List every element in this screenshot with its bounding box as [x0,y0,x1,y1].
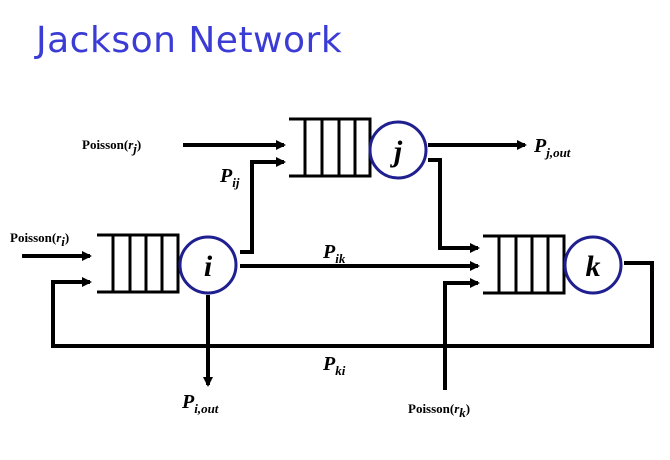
queue-k [483,234,566,295]
route-arrow-i-to-j [240,157,286,254]
slide-title: Jackson Network [36,20,343,61]
route-label-piout: Pi,out [181,391,219,416]
queue-i [97,233,180,294]
node-label-i: i [204,250,213,283]
server-i [178,235,238,295]
route-arrow-j-to-k [428,158,480,253]
server-k [563,235,623,295]
route-label-pki: Pki [322,353,346,378]
route-label-pjout: Pj,out [533,135,571,160]
server-j [368,120,428,180]
queue-j [289,117,372,178]
node-label-j: j [390,135,403,168]
arrival-arrow-k [443,278,480,390]
route-label-pij: Pij [219,165,240,190]
route-arrow-k-to-i [51,261,654,348]
source-label-ri: Poisson(ri) [10,230,69,249]
source-label-rk: Poisson(rk) [408,401,470,420]
node-label-k: k [586,250,601,283]
source-label-rj: Poisson(rj) [82,137,141,156]
route-label-pik: Pik [322,241,346,266]
